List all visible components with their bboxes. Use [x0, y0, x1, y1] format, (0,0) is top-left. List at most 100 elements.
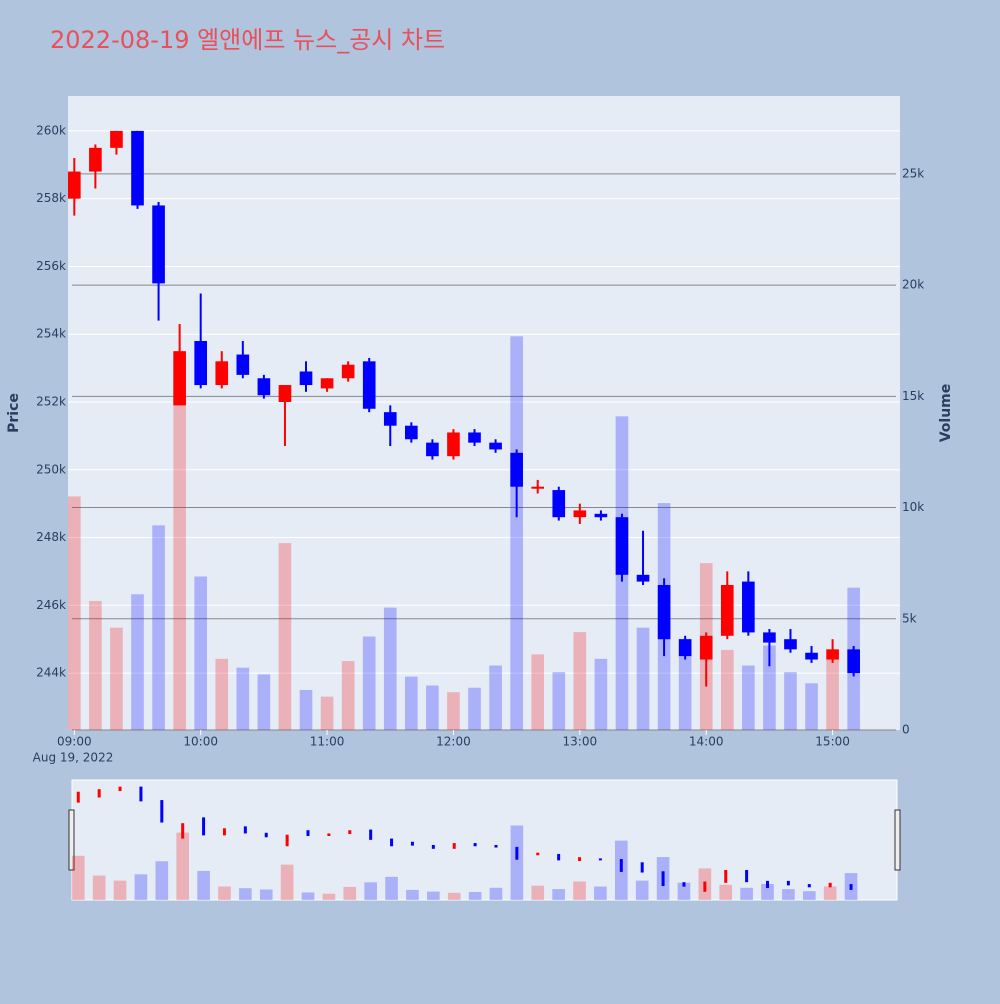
candle-body: [573, 510, 587, 518]
slider-volume-bar: [280, 864, 294, 900]
slider-volume-bar: [719, 884, 733, 900]
volume-bar: [636, 627, 650, 730]
range-slider[interactable]: [71, 779, 898, 901]
volume-bar: [278, 543, 292, 730]
volume-bar: [784, 672, 797, 730]
slider-volume-bar: [259, 889, 273, 900]
volume-bar: [489, 665, 502, 730]
slider-volume-bar: [552, 889, 565, 900]
y2-tick-label: 25k: [902, 166, 924, 180]
volume-bar: [152, 525, 165, 730]
candle-body: [152, 205, 165, 284]
candle-body: [278, 385, 292, 402]
volume-bar: [68, 496, 81, 730]
candle-body: [257, 378, 271, 396]
slider-volume-bar: [594, 886, 607, 900]
volume-bar: [131, 594, 144, 730]
volume-bar: [215, 658, 229, 730]
candle-body: [826, 649, 839, 660]
slider-volume-bar: [385, 876, 398, 900]
x-tick-label: 15:00: [815, 735, 850, 749]
slider-volume-bar: [427, 891, 440, 900]
x-tick-label: 12:00: [436, 735, 471, 749]
slider-handle[interactable]: [68, 809, 75, 871]
slider-volume-bar: [510, 825, 524, 900]
slider-volume-bar: [322, 893, 336, 900]
x-tick-label: 11:00: [310, 735, 345, 749]
y-tick-label: 244k: [36, 666, 66, 680]
y-axis-label: Price: [6, 393, 22, 433]
candle-body: [763, 632, 776, 643]
candle-body: [678, 639, 692, 657]
y-tick-label: 250k: [36, 462, 66, 476]
slider-volume-bar: [92, 875, 106, 900]
volume-bar: [573, 632, 587, 730]
y-tick-label: 260k: [36, 123, 66, 137]
volume-bar: [341, 661, 355, 730]
candle-body: [236, 354, 250, 375]
slider-volume-bar: [176, 832, 190, 900]
volume-bar: [552, 672, 566, 730]
candle-body: [720, 584, 734, 636]
candle-body: [636, 574, 650, 582]
slider-volume-bar: [489, 887, 503, 900]
candle-body: [468, 432, 481, 443]
chart-title: 2022-08-19 엘앤에프 뉴스_공시 차트: [50, 26, 445, 54]
slider-volume-bar: [802, 891, 816, 900]
slider-volume-bar: [761, 884, 774, 900]
candle-body: [362, 361, 376, 409]
volume-bar: [89, 600, 102, 730]
plot-area: [68, 96, 900, 730]
candle-body: [699, 635, 713, 660]
volume-bar: [763, 645, 776, 730]
slider-volume-bar: [343, 886, 357, 900]
slider-volume-bar: [71, 855, 85, 900]
volume-bar: [826, 658, 839, 730]
y2-tick-label: 10k: [902, 500, 924, 514]
volume-bar: [468, 687, 481, 730]
slider-volume-bar: [218, 886, 231, 900]
candle-body: [784, 639, 797, 650]
y2-tick-label: 0: [902, 723, 910, 737]
y-tick-label: 248k: [36, 530, 66, 544]
slider-volume-bar: [573, 881, 586, 900]
slider-volume-bar: [134, 874, 148, 900]
slider-volume-bar: [301, 892, 315, 900]
slider-volume-bar: [677, 882, 691, 900]
slider-handle[interactable]: [894, 809, 901, 871]
volume-bar: [405, 676, 418, 730]
slider-volume-bar: [406, 889, 419, 900]
candle-body: [405, 425, 418, 440]
y2-axis-label: Volume: [938, 384, 954, 443]
candle-body: [68, 171, 81, 199]
candle-body: [215, 361, 229, 386]
candle-body: [489, 442, 502, 450]
volume-bar: [447, 692, 460, 730]
y2-tick-label: 20k: [902, 278, 924, 292]
candle-body: [426, 442, 439, 457]
volume-bar: [257, 674, 271, 730]
volume-bar: [805, 683, 818, 730]
candle-body: [847, 649, 860, 674]
volume-bar: [383, 607, 397, 730]
candle-body: [615, 517, 629, 575]
slider-volume-bar: [468, 892, 482, 900]
volume-bar: [426, 685, 439, 730]
y-tick-label: 252k: [36, 394, 66, 408]
y-tick-label: 254k: [36, 327, 66, 341]
candle-body: [341, 364, 355, 379]
x-tick-label: 14:00: [689, 735, 724, 749]
slider-volume-bar: [740, 887, 753, 900]
volume-bar: [236, 667, 250, 730]
candle-body: [194, 340, 208, 386]
candle-body: [805, 652, 818, 660]
slider-volume-bar: [531, 885, 545, 900]
candle-body: [531, 486, 545, 489]
y2-tick-label: 5k: [902, 611, 917, 625]
x-tick-label: 13:00: [563, 735, 598, 749]
candle-body: [131, 130, 144, 206]
volume-bar: [362, 636, 376, 730]
x-tick-label: 10:00: [183, 735, 218, 749]
slider-volume-bar: [364, 882, 377, 900]
